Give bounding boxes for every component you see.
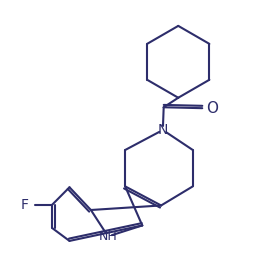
Text: N: N bbox=[158, 123, 168, 137]
Text: F: F bbox=[21, 198, 29, 212]
Text: NH: NH bbox=[99, 230, 117, 243]
Text: O: O bbox=[206, 101, 218, 116]
